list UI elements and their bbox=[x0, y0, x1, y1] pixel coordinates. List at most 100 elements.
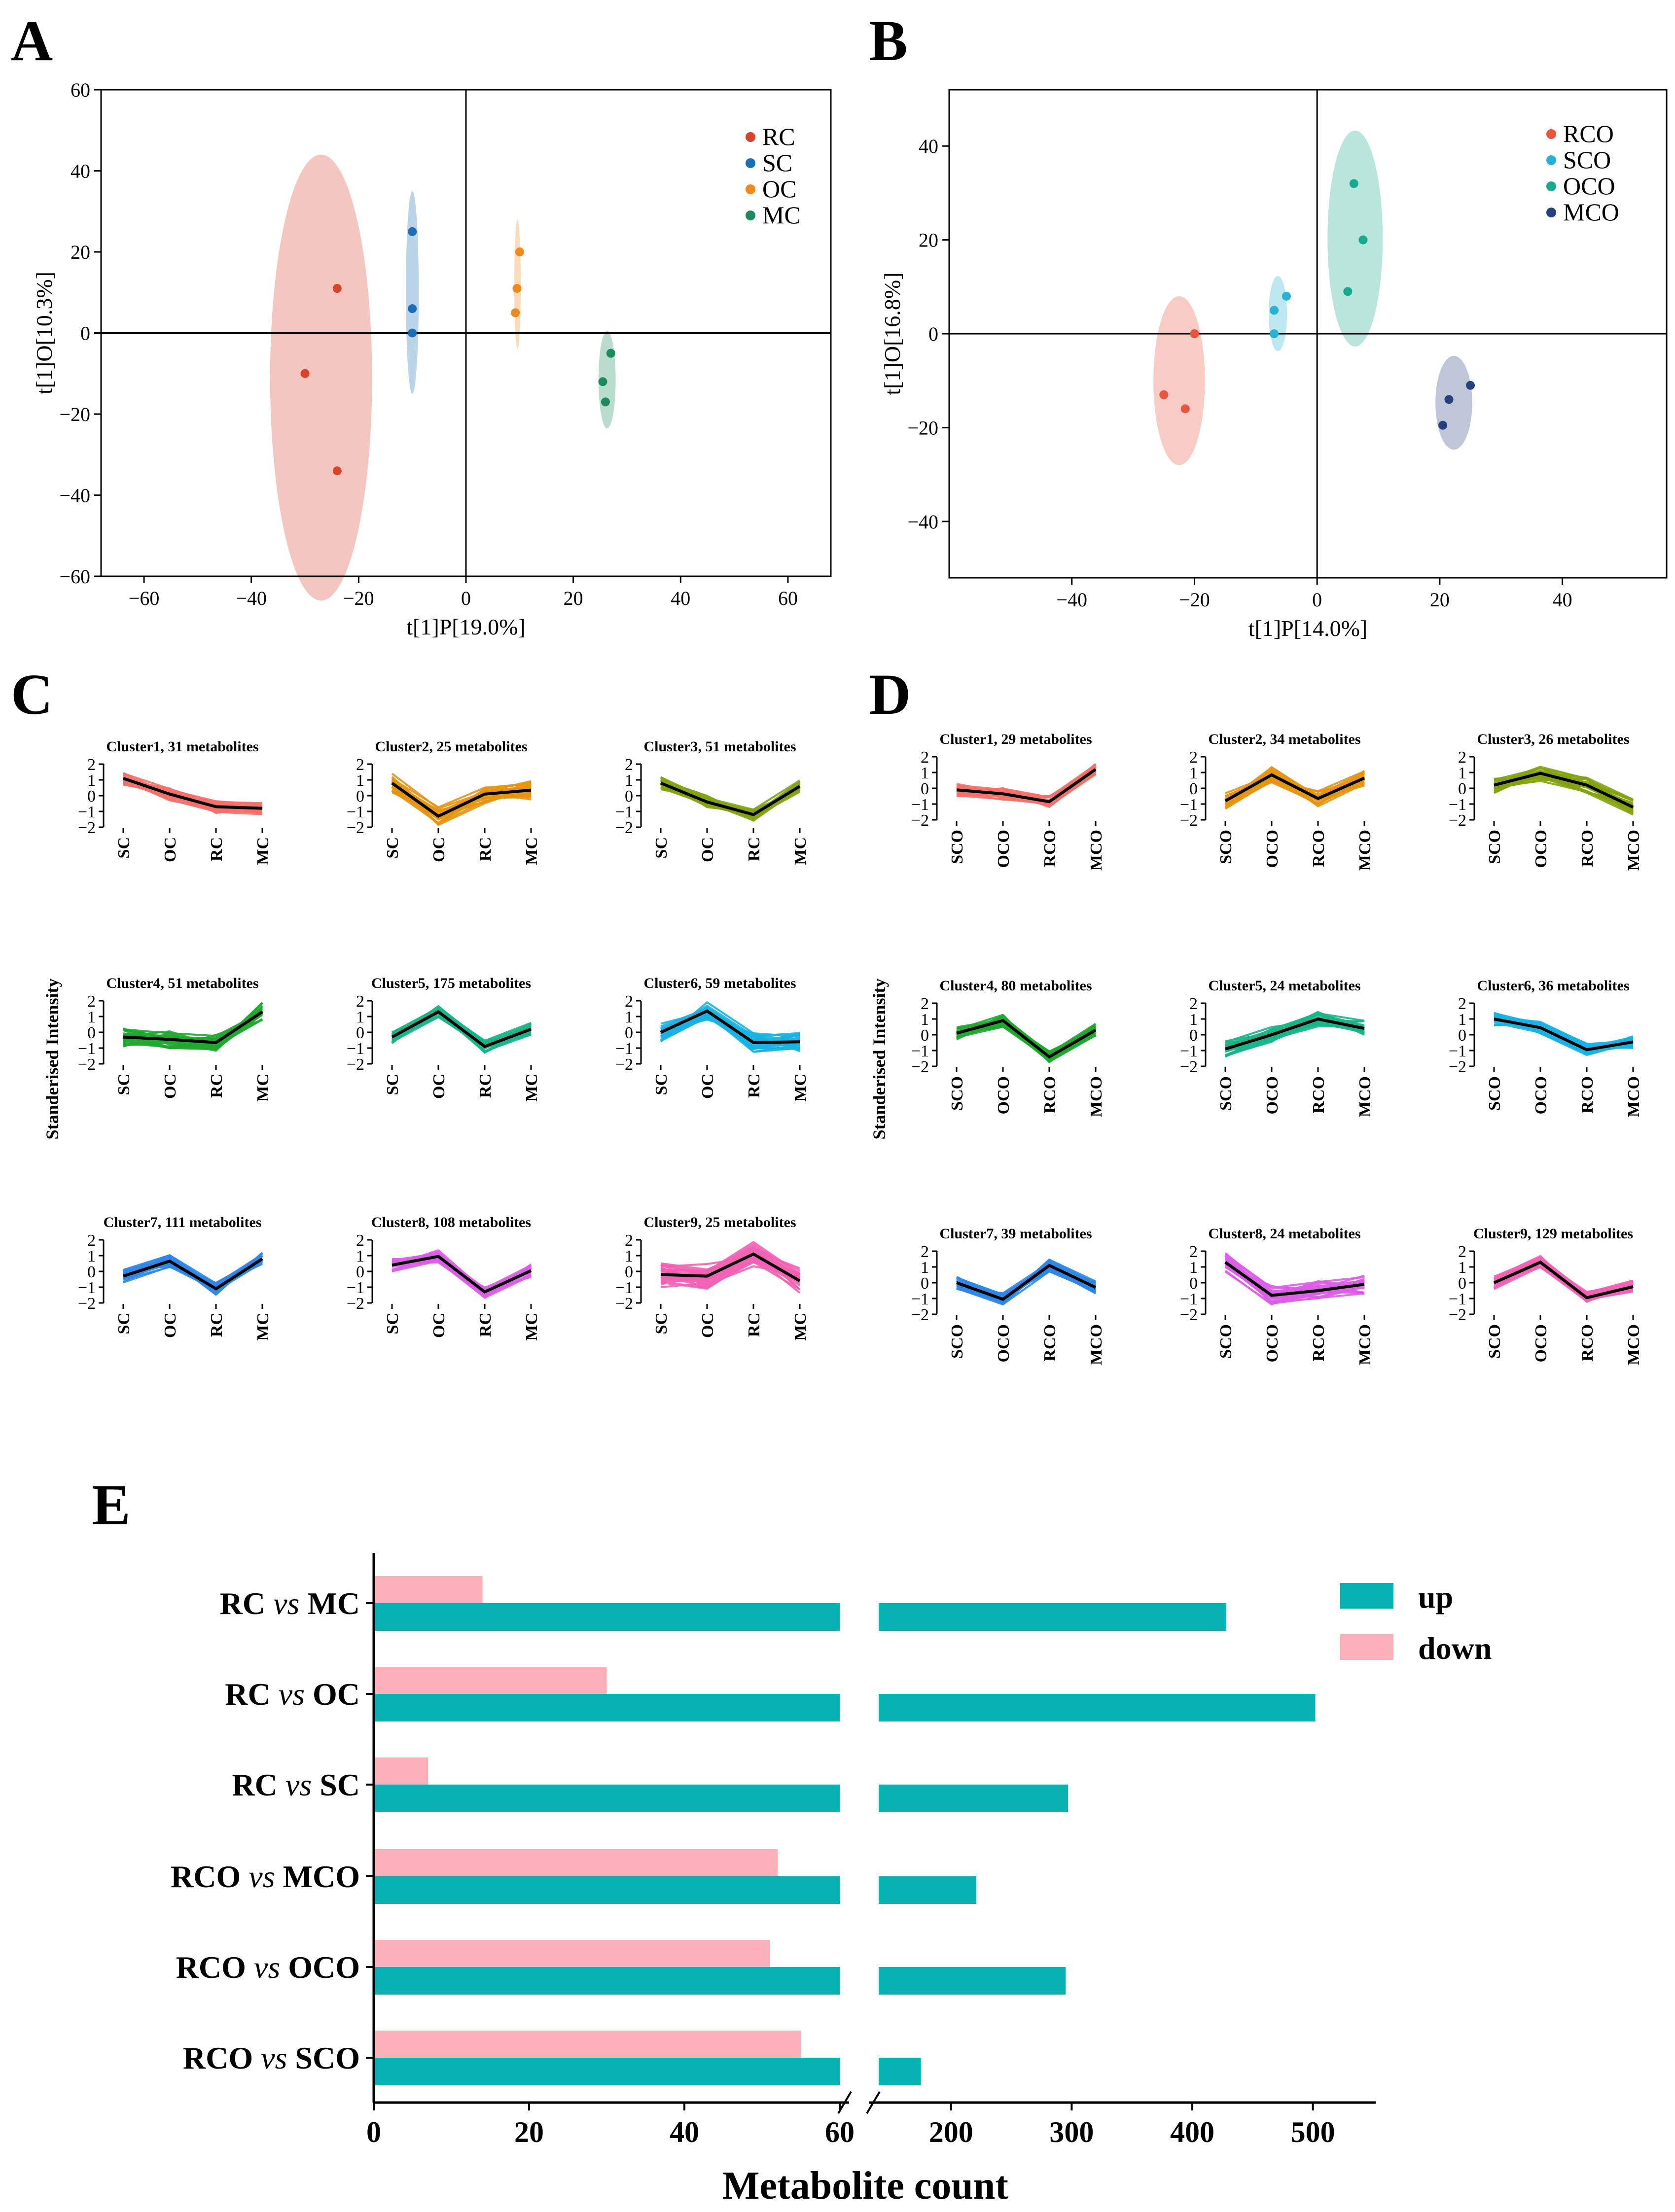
y-tick-label: −1 bbox=[347, 1040, 364, 1058]
point-RCO-3 bbox=[1180, 404, 1190, 414]
x-tick-label: RCO bbox=[1310, 830, 1328, 867]
y-tick-label: −1 bbox=[911, 1042, 929, 1060]
bar-up-continued bbox=[879, 1603, 1226, 1631]
x-tick-label: MCO bbox=[1356, 830, 1374, 871]
x-tick-label: −20 bbox=[1179, 589, 1210, 611]
category-label: RCO vs OCO bbox=[176, 1950, 360, 1985]
y-tick-label: 2 bbox=[1189, 995, 1198, 1013]
confidence-ellipse-OCO bbox=[1327, 130, 1383, 347]
point-MC-3 bbox=[601, 397, 610, 407]
x-tick-label: SC bbox=[652, 1313, 671, 1334]
metabolite-band bbox=[123, 1007, 262, 1047]
x-tick-label: OC bbox=[161, 837, 179, 862]
y-tick-label: 0 bbox=[87, 787, 96, 806]
legend-marker-MCO bbox=[1546, 208, 1556, 217]
cluster-title: Cluster1, 31 metabolites bbox=[106, 738, 258, 755]
x-tick-label: RC bbox=[476, 837, 495, 861]
bar-down bbox=[374, 1940, 770, 1967]
group-name: MC bbox=[299, 1586, 360, 1621]
y-tick-label: −20 bbox=[59, 403, 90, 425]
group-name: RC bbox=[225, 1677, 278, 1712]
y-tick-label: −1 bbox=[911, 1290, 929, 1308]
cluster-mean-line bbox=[123, 776, 263, 810]
cluster-mean-line bbox=[392, 1255, 532, 1294]
x-tick-label: RC bbox=[208, 1074, 226, 1098]
panel-letter: A bbox=[11, 8, 53, 73]
y-tick-label: −2 bbox=[911, 811, 929, 830]
y-tick-label: 0 bbox=[921, 1026, 929, 1045]
x-tick-label: SCO bbox=[948, 1076, 966, 1111]
y-tick-label: −2 bbox=[347, 1055, 364, 1074]
confidence-ellipse-MCO bbox=[1435, 355, 1472, 450]
group-name: OCO bbox=[280, 1950, 360, 1985]
x-axis-label: t[1]P[19.0%] bbox=[406, 614, 525, 639]
y-tick-label: 1 bbox=[356, 772, 364, 790]
y-tick-label: −1 bbox=[615, 803, 633, 821]
y-tick-label: 1 bbox=[921, 1011, 929, 1029]
y-tick-label: −40 bbox=[59, 485, 90, 507]
y-tick-label: −1 bbox=[78, 1279, 96, 1297]
y-tick-label: −1 bbox=[1449, 1042, 1466, 1060]
panel-letter: D bbox=[869, 662, 911, 727]
cluster-mean-line bbox=[123, 1010, 263, 1044]
y-tick-label: 0 bbox=[1189, 780, 1198, 798]
x-tick-label: SC bbox=[115, 837, 133, 858]
y-tick-label: 2 bbox=[87, 992, 96, 1011]
cluster-mean-line bbox=[1494, 1018, 1634, 1052]
y-tick-label: 1 bbox=[921, 764, 929, 782]
point-RCO-2 bbox=[1159, 390, 1169, 399]
vs-word: vs bbox=[273, 1586, 299, 1621]
x-tick-label: 20 bbox=[1430, 589, 1450, 611]
y-tick-label: 1 bbox=[87, 1247, 96, 1265]
metabolite-line bbox=[1494, 1256, 1634, 1295]
y-tick-label: 0 bbox=[356, 1263, 364, 1281]
point-SCO-2 bbox=[1270, 306, 1279, 315]
x-tick-label: 200 bbox=[929, 2116, 973, 2148]
cluster-mean-line bbox=[956, 1264, 1097, 1301]
x-tick-label: OCO bbox=[995, 830, 1013, 868]
y-tick-label: 2 bbox=[1189, 748, 1198, 767]
x-tick-label: MC bbox=[254, 1313, 272, 1341]
cluster-mean-line bbox=[660, 1009, 800, 1044]
cluster-mean-line bbox=[1494, 772, 1634, 809]
x-tick-label: MCO bbox=[1087, 1324, 1105, 1365]
x-tick-label: SC bbox=[115, 1313, 133, 1334]
x-tick-label: RC bbox=[745, 1313, 763, 1337]
x-tick-label: SC bbox=[384, 837, 402, 858]
y-tick-label: 0 bbox=[87, 1263, 96, 1281]
x-tick-label: RCO bbox=[1041, 1324, 1059, 1362]
y-tick-label: −1 bbox=[1449, 1290, 1466, 1308]
y-tick-label: 0 bbox=[625, 1263, 633, 1281]
x-tick-label: OC bbox=[430, 837, 448, 862]
y-tick-label: 1 bbox=[87, 1008, 96, 1026]
point-SCO-3 bbox=[1270, 329, 1279, 338]
y-tick-label: 1 bbox=[625, 1008, 633, 1026]
x-tick-label: 0 bbox=[1312, 589, 1322, 611]
panel-A: A −60 −40 −20 0 20 40 60 −60 −40 −20 0 20 40 60 t[1]P[1… bbox=[11, 8, 832, 639]
y-tick-label: 40 bbox=[919, 135, 938, 157]
legend-swatch-down bbox=[1340, 1634, 1393, 1660]
group-name: MCO bbox=[275, 1859, 360, 1894]
x-tick-label: RC bbox=[745, 1074, 763, 1098]
point-MCO-2 bbox=[1444, 395, 1454, 404]
cluster-title: Cluster5, 175 metabolites bbox=[371, 975, 531, 991]
y-tick-label: 0 bbox=[87, 1024, 96, 1042]
y-tick-label: 1 bbox=[625, 1247, 633, 1265]
y-tick-label: −1 bbox=[78, 803, 96, 821]
y-tick-label: 0 bbox=[928, 323, 938, 345]
cluster-title: Cluster8, 24 metabolites bbox=[1208, 1226, 1360, 1242]
cluster-title: Cluster7, 111 metabolites bbox=[104, 1214, 262, 1230]
y-tick-label: 40 bbox=[71, 160, 90, 182]
group-name: OC bbox=[305, 1677, 360, 1712]
y-axis-label: Standerised Intensity bbox=[869, 978, 889, 1139]
y-tick-label: −1 bbox=[1180, 1290, 1198, 1308]
